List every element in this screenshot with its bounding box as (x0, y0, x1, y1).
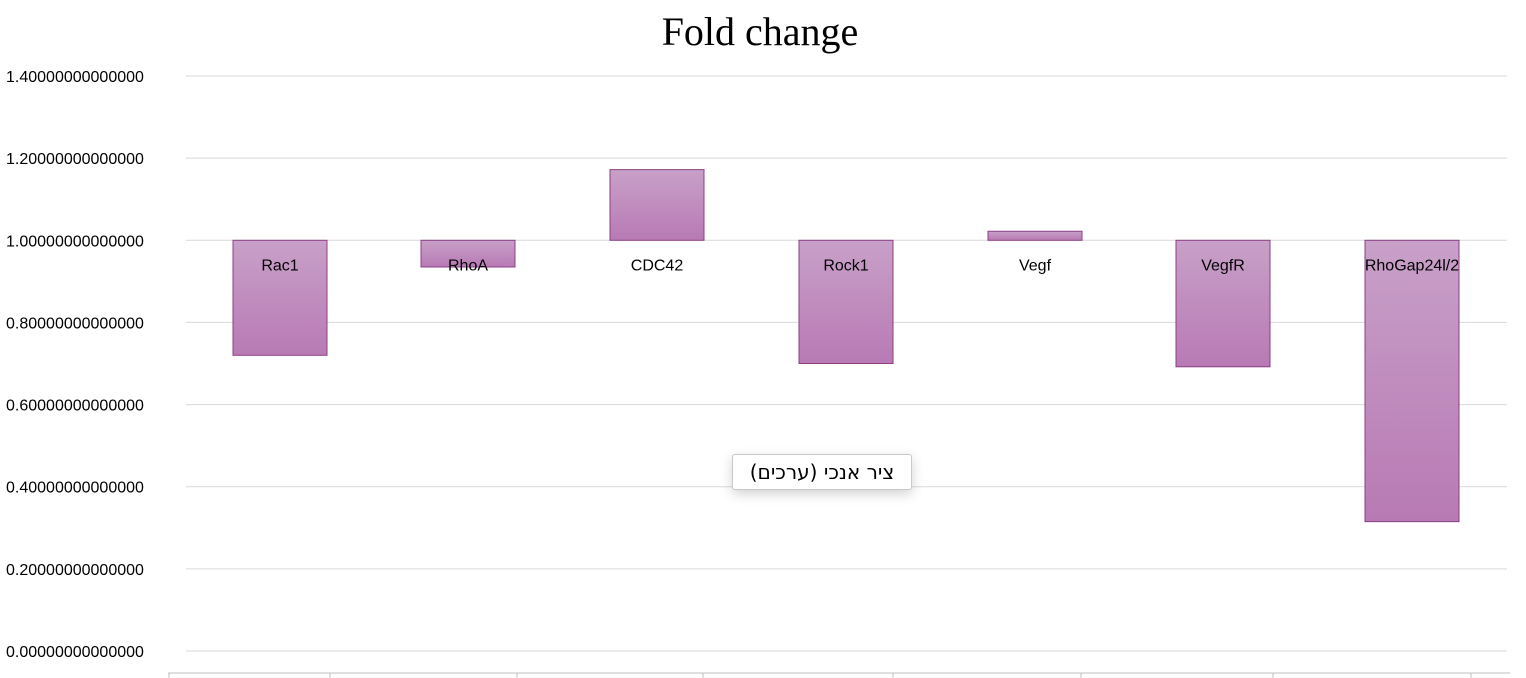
bar-rac1[interactable] (232, 239, 328, 356)
category-label: RhoGap24l/2 (1365, 257, 1459, 274)
y-tick-label: 1.40000000000000 (6, 69, 144, 86)
y-tick-label: 0.00000000000000 (6, 644, 144, 661)
y-axis-labels[interactable]: 0.00000000000000 0.20000000000000 0.400000… (6, 69, 144, 661)
category-label: Vegf (1019, 257, 1052, 274)
chart-title: Fold change (662, 9, 859, 54)
y-tick-label: 0.40000000000000 (6, 480, 144, 497)
category-label: Rac1 (261, 257, 298, 274)
category-label: RhoA (448, 257, 488, 274)
y-tick-label: 0.80000000000000 (6, 315, 144, 332)
bar-cdc42[interactable] (609, 169, 705, 241)
bar-rock1[interactable] (798, 239, 894, 365)
y-tick-label: 1.20000000000000 (6, 151, 144, 168)
category-label: Rock1 (823, 257, 868, 274)
bars[interactable] (232, 169, 1460, 523)
bar-vegfr[interactable] (1175, 239, 1271, 368)
bar-rhogap24l-2[interactable] (1364, 239, 1460, 523)
y-tick-label: 1.00000000000000 (6, 233, 144, 250)
y-tick-label: 0.60000000000000 (6, 398, 144, 415)
category-labels: Rac1 RhoA CDC42 Rock1 Vegf VegfR RhoGap24l/2 (261, 257, 1459, 274)
bar-vegf[interactable] (987, 230, 1083, 241)
category-label: VegfR (1201, 257, 1245, 274)
category-label: CDC42 (631, 257, 684, 274)
bar-rhoa[interactable] (420, 239, 516, 268)
x-axis[interactable] (168, 672, 1510, 678)
axis-tooltip: ציר אנכי (ערכים) (732, 454, 912, 490)
y-tick-label: 0.20000000000000 (6, 562, 144, 579)
